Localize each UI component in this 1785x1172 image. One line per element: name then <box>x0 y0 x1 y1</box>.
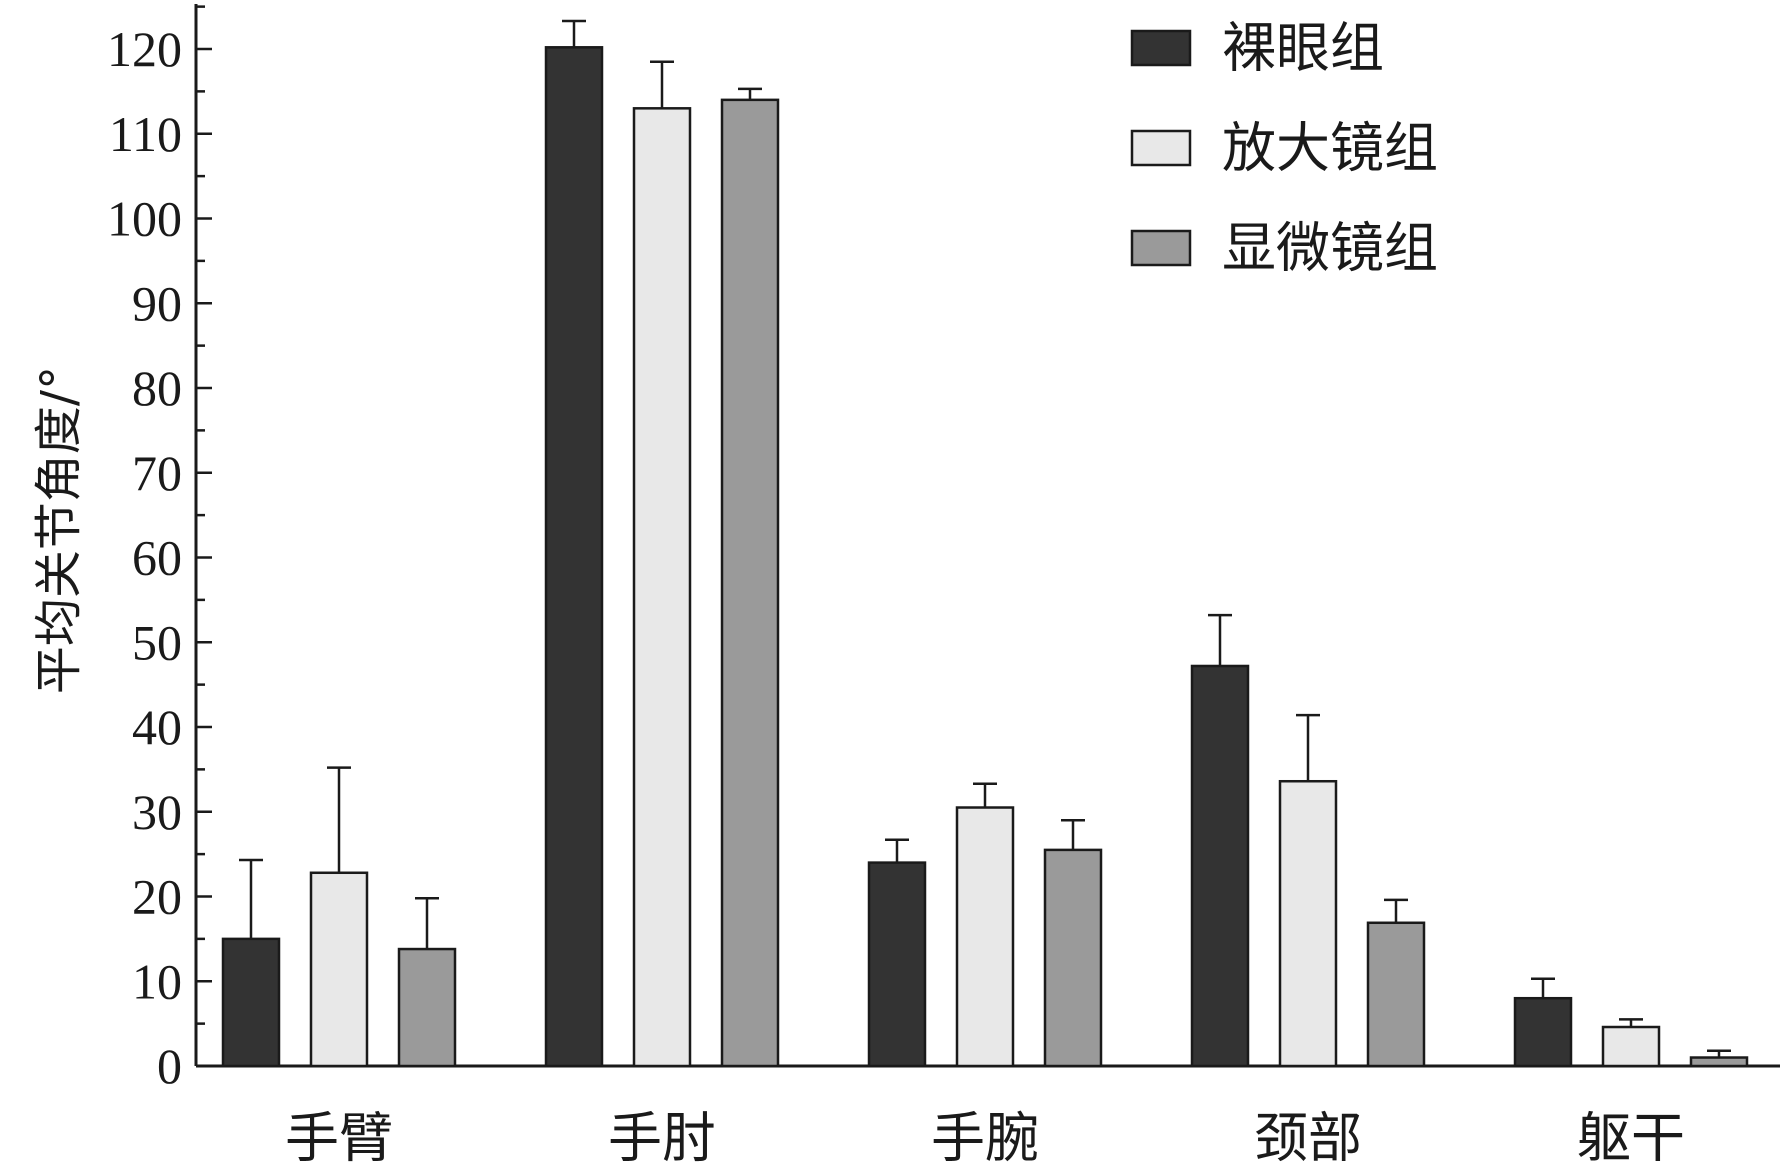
y-tick-label: 0 <box>157 1038 182 1094</box>
legend-swatch <box>1130 129 1192 167</box>
bar <box>867 861 927 1068</box>
y-tick-label: 40 <box>132 699 182 755</box>
y-tick-label: 70 <box>132 445 182 501</box>
x-tick-label: 手臂 <box>285 1107 393 1170</box>
y-tick-label: 110 <box>109 106 182 162</box>
bar <box>1601 1025 1661 1068</box>
bar <box>720 98 780 1068</box>
legend-swatch <box>1130 29 1192 67</box>
bar <box>1043 848 1103 1068</box>
legend-label: 裸眼组 <box>1222 17 1384 80</box>
y-tick-label: 20 <box>132 869 182 925</box>
bar <box>221 937 281 1068</box>
bar <box>1689 1056 1749 1068</box>
bars-layer <box>221 19 1749 1068</box>
x-tick-label: 手肘 <box>608 1107 716 1170</box>
bar <box>1366 921 1426 1068</box>
y-tick-label: 60 <box>132 530 182 586</box>
labels-layer: 0 10 20 30 40 50 60 70 80 90 100 110 120 手臂 手肘 手腕 颈部 躯干 <box>107 21 1685 1170</box>
x-tick-label: 手腕 <box>931 1107 1039 1170</box>
x-tick-label: 颈部 <box>1254 1107 1362 1170</box>
y-axis-title: 平均关节角度/° <box>31 366 87 694</box>
bar <box>309 871 369 1068</box>
y-tick-label: 50 <box>132 614 182 670</box>
bar <box>397 947 457 1068</box>
legend-label: 放大镜组 <box>1222 117 1438 180</box>
y-tick-label: 10 <box>132 953 182 1009</box>
bar <box>1513 996 1573 1068</box>
bar <box>1190 664 1250 1068</box>
bar <box>632 107 692 1068</box>
y-tick-label: 30 <box>132 784 182 840</box>
legend-label: 显微镜组 <box>1222 217 1438 280</box>
y-tick-label: 100 <box>107 191 182 247</box>
bar <box>955 806 1015 1068</box>
y-tick-label: 120 <box>107 21 182 77</box>
bar <box>1278 779 1338 1068</box>
bar <box>544 46 604 1068</box>
x-tick-label: 躯干 <box>1577 1107 1685 1170</box>
legend-swatch <box>1130 229 1192 267</box>
y-tick-label: 80 <box>132 360 182 416</box>
y-tick-label: 90 <box>132 275 182 331</box>
